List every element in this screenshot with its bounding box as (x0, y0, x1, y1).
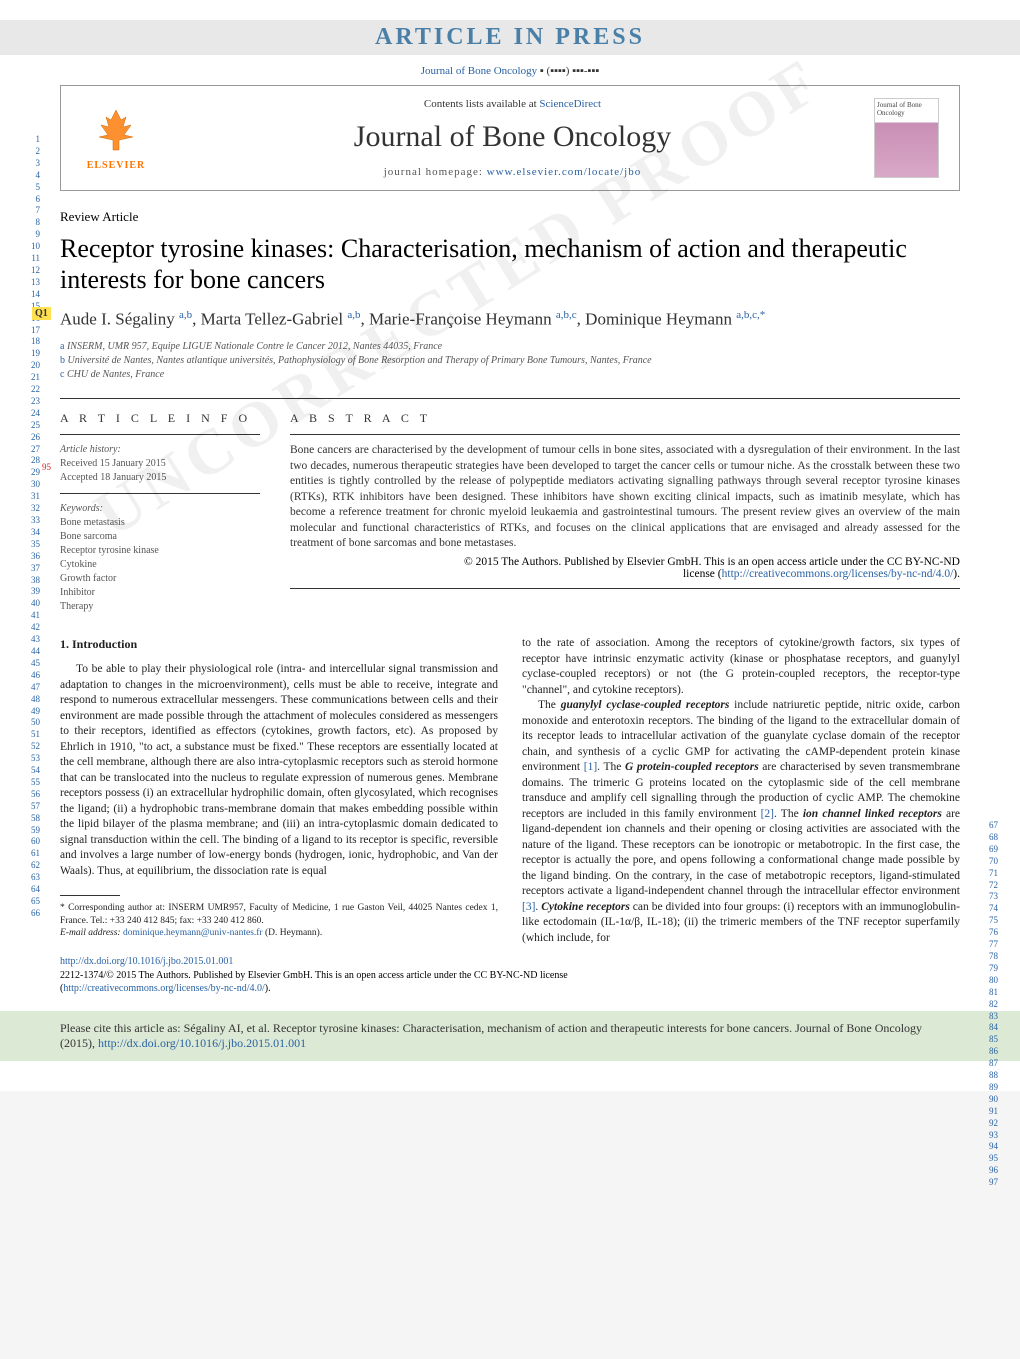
elsevier-logo: ELSEVIER (81, 105, 151, 171)
received-date: Received 15 January 2015 (60, 457, 260, 471)
journal-title: Journal of Bone Oncology (151, 120, 874, 154)
footer-copyright: 2212-1374/© 2015 The Authors. Published … (60, 969, 960, 995)
homepage-line: journal homepage: www.elsevier.com/locat… (151, 166, 874, 178)
authors: Aude I. Ségaliny a,b, Marta Tellez-Gabri… (60, 309, 960, 330)
abstract-head: A B S T R A C T (290, 411, 960, 426)
keywords-list: Bone metastasisBone sarcomaReceptor tyro… (60, 516, 260, 614)
accepted-date: Accepted 18 January 2015 (60, 471, 260, 485)
keywords-label: Keywords: (60, 502, 260, 516)
abstract-copyright: © 2015 The Authors. Published by Elsevie… (290, 556, 960, 580)
affiliation-a: INSERM, UMR 957, Equipe LIGUE Nationale … (67, 341, 442, 352)
citation-box: Please cite this article as: Ségaliny AI… (0, 1011, 1020, 1061)
affiliation-c: CHU de Nantes, France (67, 369, 164, 380)
article-info-head: A R T I C L E I N F O (60, 411, 260, 426)
affiliations: a INSERM, UMR 957, Equipe LIGUE National… (60, 340, 960, 382)
article-type: Review Article (60, 209, 960, 225)
journal-reference: Journal of Bone Oncology ▪ (▪▪▪▪) ▪▪▪-▪▪… (60, 65, 960, 77)
history-label: Article history: (60, 443, 260, 457)
col2-para1: to the rate of association. Among the re… (522, 636, 960, 698)
homepage-prefix: journal homepage: (384, 166, 487, 178)
cite-doi-link[interactable]: http://dx.doi.org/10.1016/j.jbo.2015.01.… (98, 1036, 306, 1050)
article-title: Receptor tyrosine kinases: Characterisat… (60, 233, 960, 295)
license-link[interactable]: http://creativecommons.org/licenses/by-n… (722, 568, 954, 580)
header-box: ELSEVIER Contents lists available at Sci… (60, 85, 960, 191)
contents-line: Contents lists available at ScienceDirec… (151, 98, 874, 110)
doi-link[interactable]: http://dx.doi.org/10.1016/j.jbo.2015.01.… (60, 956, 233, 967)
col2-para2: The guanylyl cyclase-coupled receptors i… (522, 698, 960, 946)
footer-license-link[interactable]: http://creativecommons.org/licenses/by-n… (63, 983, 264, 994)
red-line-numbers: 95 (42, 462, 51, 473)
contents-prefix: Contents lists available at (424, 98, 539, 110)
doi-line: http://dx.doi.org/10.1016/j.jbo.2015.01.… (60, 956, 960, 967)
affiliation-b: Université de Nantes, Nantes atlantique … (68, 355, 652, 366)
elsevier-tree-icon (91, 105, 141, 155)
intro-paragraph: To be able to play their physiological r… (60, 662, 498, 879)
intro-heading: 1. Introduction (60, 636, 498, 652)
journal-ref-link[interactable]: Journal of Bone Oncology (421, 65, 537, 77)
press-banner: ARTICLE IN PRESS (0, 20, 1020, 55)
corresponding-footnote: * Corresponding author at: INSERM UMR957… (60, 902, 498, 927)
line-numbers-right: 67 68 69 70 71 72 73 74 75 76 77 78 79 8… (980, 820, 998, 1189)
homepage-link[interactable]: www.elsevier.com/locate/jbo (487, 166, 642, 178)
email-footnote: E-mail address: dominique.heymann@univ-n… (60, 927, 498, 939)
journal-ref-vol: ▪ (▪▪▪▪) ▪▪▪-▪▪▪ (540, 65, 599, 77)
journal-cover-thumb: Journal of Bone Oncology (874, 98, 939, 178)
line-numbers-left: 1 2 3 4 5 6 7 8 9 10 11 12 13 14 15 16 1… (22, 134, 40, 920)
q1-tag: Q1 (32, 307, 51, 320)
cover-label: Journal of Bone Oncology (875, 99, 938, 119)
elsevier-text: ELSEVIER (81, 160, 151, 171)
sciencedirect-link[interactable]: ScienceDirect (539, 98, 601, 110)
email-link[interactable]: dominique.heymann@univ-nantes.fr (123, 928, 263, 938)
abstract-text: Bone cancers are characterised by the de… (290, 443, 960, 552)
